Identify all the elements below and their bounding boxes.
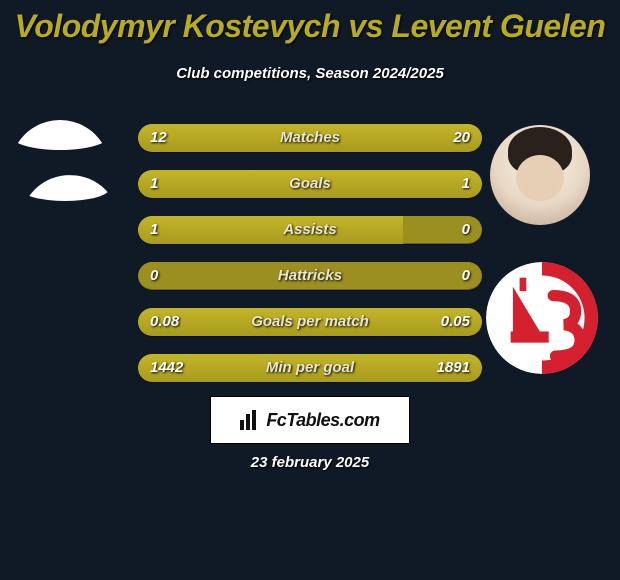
stat-label: Min per goal (138, 354, 482, 382)
player-right-club-logo (486, 262, 598, 374)
stat-value-left: 0.08 (150, 308, 179, 336)
stat-label: Matches (138, 124, 482, 152)
stat-label: Goals per match (138, 308, 482, 336)
stat-value-right: 0 (462, 262, 470, 290)
stat-value-right: 0.05 (441, 308, 470, 336)
stat-value-right: 20 (453, 124, 470, 152)
player-left-club-logo (20, 175, 120, 275)
page-title: Volodymyr Kostevych vs Levent Guelen (0, 0, 620, 45)
stat-value-left: 1 (150, 170, 158, 198)
stat-value-right: 1 (462, 170, 470, 198)
stat-value-left: 12 (150, 124, 167, 152)
stat-value-left: 1 (150, 216, 158, 244)
source-badge-text: FcTables.com (266, 410, 379, 431)
stat-label: Assists (138, 216, 482, 244)
stat-row: Assists1 0 (138, 216, 482, 244)
stat-value-left: 0 (150, 262, 158, 290)
stats-rows: Matches1220Goals11Assists10Hattricks00Go… (138, 124, 482, 400)
subtitle: Club competitions, Season 2024/2025 (0, 65, 620, 82)
bar-chart-icon (240, 410, 260, 430)
stat-row: Goals1 1 (138, 170, 482, 198)
source-badge: FcTables.com (210, 396, 410, 444)
stat-label: Hattricks (138, 262, 482, 290)
stat-row: Hattricks0 0 (138, 262, 482, 290)
stat-value-right: 1891 (437, 354, 470, 382)
stat-value-right: 0 (462, 216, 470, 244)
date-text: 23 february 2025 (0, 454, 620, 471)
stat-row: Min per goal1442 1891 (138, 354, 482, 382)
stat-label: Goals (138, 170, 482, 198)
stat-row: Goals per match0.08 0.05 (138, 308, 482, 336)
player-right-avatar (490, 125, 590, 225)
stat-row: Matches12 20 (138, 124, 482, 152)
stat-value-left: 1442 (150, 354, 183, 382)
